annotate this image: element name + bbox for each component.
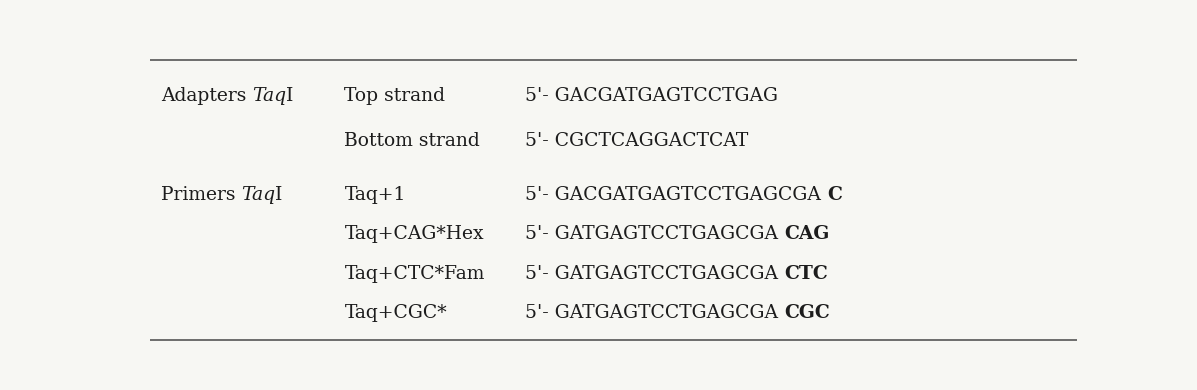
Text: 5'- GACGATGAGTCCTGAG: 5'- GACGATGAGTCCTGAG <box>525 87 778 105</box>
Text: Taq+CAG*Hex: Taq+CAG*Hex <box>345 225 484 243</box>
Text: Taq: Taq <box>253 87 286 105</box>
Text: 5'- GATGAGTCCTGAGCGA: 5'- GATGAGTCCTGAGCGA <box>525 264 784 282</box>
Text: CTC: CTC <box>784 264 828 282</box>
Text: I: I <box>275 186 282 204</box>
Text: CGC: CGC <box>784 303 830 322</box>
Text: Taq: Taq <box>242 186 275 204</box>
Text: I: I <box>286 87 293 105</box>
Text: Top strand: Top strand <box>345 87 445 105</box>
Text: Primers: Primers <box>160 186 242 204</box>
Text: 5'- GATGAGTCCTGAGCGA: 5'- GATGAGTCCTGAGCGA <box>525 225 784 243</box>
Text: 5'- GACGATGAGTCCTGAGCGA: 5'- GACGATGAGTCCTGAGCGA <box>525 186 827 204</box>
Text: C: C <box>827 186 841 204</box>
Text: CAG: CAG <box>784 225 830 243</box>
Text: Taq+1: Taq+1 <box>345 186 406 204</box>
Text: 5'- CGCTCAGGACTCAT: 5'- CGCTCAGGACTCAT <box>525 132 748 151</box>
Text: Taq+CTC*Fam: Taq+CTC*Fam <box>345 264 485 282</box>
Text: Taq+CGC*: Taq+CGC* <box>345 303 446 322</box>
Text: Adapters: Adapters <box>160 87 253 105</box>
Text: 5'- GATGAGTCCTGAGCGA: 5'- GATGAGTCCTGAGCGA <box>525 303 784 322</box>
Text: Bottom strand: Bottom strand <box>345 132 480 151</box>
